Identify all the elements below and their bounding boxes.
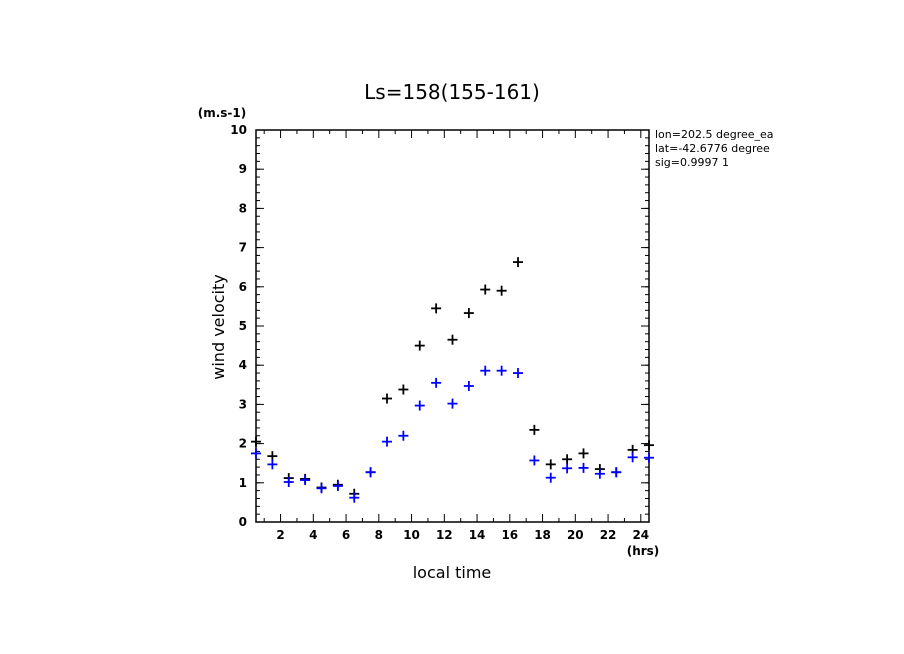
data-point [382, 436, 392, 447]
x-tick-label: 10 [403, 528, 420, 542]
y-tick-label: 0 [239, 515, 247, 529]
data-point [283, 477, 294, 488]
y-tick-label: 7 [239, 241, 247, 255]
data-point [562, 454, 573, 465]
x-tick-label: 4 [309, 528, 317, 542]
data-point [431, 303, 442, 314]
data-point [480, 284, 491, 295]
y-tick-label: 5 [239, 319, 247, 333]
data-point [414, 400, 425, 411]
x-tick-label: 14 [469, 528, 486, 542]
x-axis-label: local time [413, 563, 492, 582]
y-unit-label: (m.s-1) [198, 106, 247, 120]
data-point [644, 440, 654, 451]
data-markers [251, 257, 654, 503]
data-point [529, 424, 540, 435]
data-point [414, 340, 425, 351]
data-point [398, 384, 409, 395]
data-point [463, 380, 474, 391]
x-tick-label: 18 [534, 528, 551, 542]
data-point [300, 475, 311, 486]
y-tick-label: 1 [239, 476, 247, 490]
x-unit-label: (hrs) [627, 544, 660, 558]
x-tick-label: 12 [436, 528, 453, 542]
annotation-line: lon=202.5 degree_ea [655, 128, 774, 141]
x-tick-label: 22 [600, 528, 617, 542]
data-point [496, 365, 507, 376]
y-tick-label: 9 [239, 162, 247, 176]
data-point [480, 365, 491, 376]
data-point [578, 462, 589, 473]
plot-frame [255, 129, 650, 523]
annotation-line: lat=-42.6776 degree [655, 142, 770, 155]
data-point [332, 480, 343, 491]
x-tick-label: 16 [501, 528, 518, 542]
y-tick-label: 8 [239, 201, 247, 215]
data-point [382, 393, 392, 404]
y-tick-label: 3 [239, 397, 247, 411]
data-point [627, 452, 638, 463]
data-point [251, 436, 261, 447]
annotation-line: sig=0.9997 1 [655, 156, 729, 169]
data-point [398, 430, 409, 441]
data-point [578, 448, 589, 459]
y-tick-label: 6 [239, 280, 247, 294]
data-point [316, 483, 327, 494]
data-point [463, 308, 474, 319]
data-point [447, 334, 458, 345]
x-tick-label: 6 [342, 528, 350, 542]
data-point [644, 452, 654, 463]
data-point [611, 467, 622, 478]
x-tick-label: 24 [632, 528, 649, 542]
data-point [365, 467, 376, 478]
data-point [545, 459, 556, 470]
data-point [513, 368, 523, 379]
data-point [267, 459, 278, 470]
y-tick-label: 4 [239, 358, 247, 372]
data-point [545, 472, 556, 483]
chart-title: Ls=158(155-161) [364, 80, 540, 104]
data-point [594, 468, 605, 479]
x-tick-label: 20 [567, 528, 584, 542]
data-point [349, 492, 360, 503]
y-axis-label: wind velocity [209, 274, 228, 379]
y-tick-label: 2 [239, 437, 247, 451]
data-point [513, 257, 523, 268]
x-tick-label: 8 [375, 528, 383, 542]
data-point [496, 285, 507, 296]
data-point [251, 448, 261, 459]
data-point [447, 398, 458, 409]
x-tick-label: 2 [276, 528, 284, 542]
data-point [431, 377, 442, 388]
data-point [529, 455, 540, 466]
data-point [562, 463, 573, 474]
y-tick-label: 10 [230, 123, 247, 137]
